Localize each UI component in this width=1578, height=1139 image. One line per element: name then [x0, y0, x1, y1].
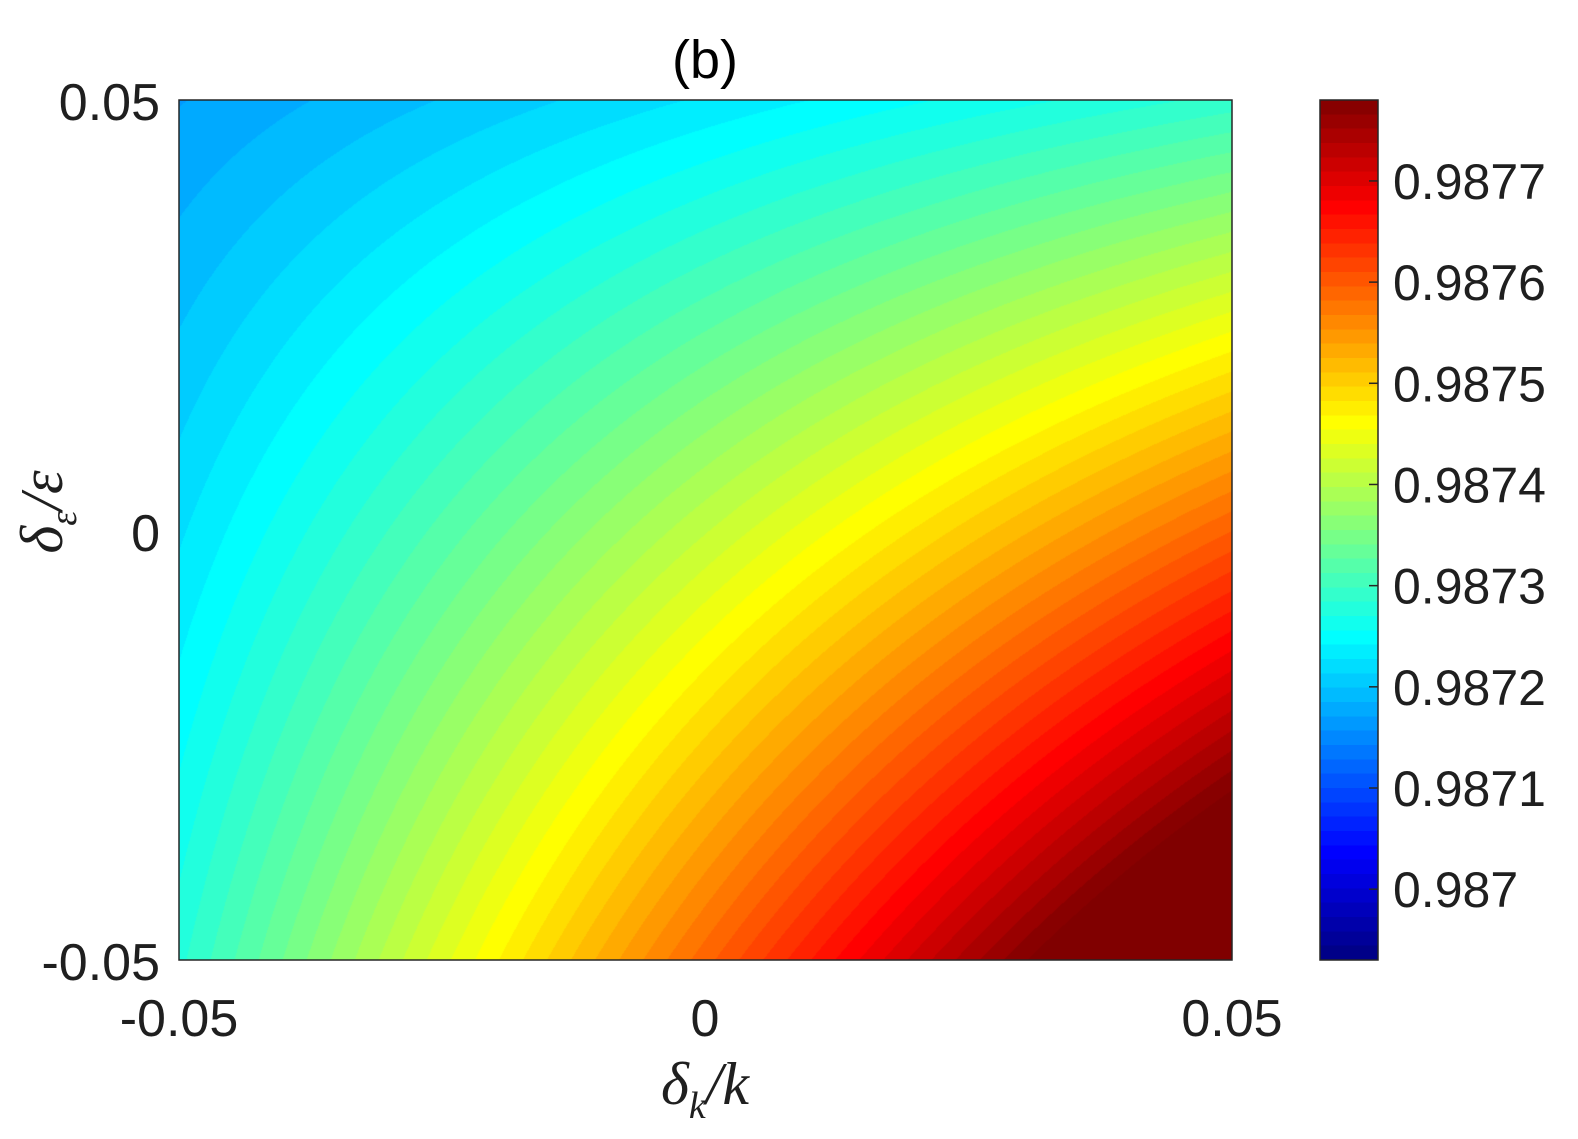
colorbar-ticks: 0.9877 0.9876 0.9875 0.9874 0.9873 0.9872 0.98… [1369, 154, 1546, 918]
x-tick-labels: -0.05 0 0.05 [120, 990, 1283, 1048]
colorbar-tick-label: 0.9873 [1393, 559, 1546, 615]
y-tick-label: 0 [131, 505, 160, 563]
colorbar-tick-label: 0.9875 [1393, 356, 1546, 412]
heatmap-canvas [179, 100, 1232, 960]
y-axis-label: δε/ε [9, 470, 85, 554]
y-tick-labels: 0.05 0 -0.05 [41, 74, 160, 992]
x-tick-label: -0.05 [120, 990, 239, 1048]
x-tick-label: 0.05 [1181, 990, 1282, 1048]
plot-frame [178, 99, 1233, 961]
y-tick-label: -0.05 [41, 934, 160, 992]
colorbar-tick-label: 0.9871 [1393, 761, 1546, 817]
colorbar-tick-label: 0.9877 [1393, 154, 1546, 210]
colorbar-tick-label: 0.987 [1393, 862, 1518, 918]
x-axis-label: δk/k [661, 1051, 750, 1127]
colorbar: 0.9877 0.9876 0.9875 0.9874 0.9873 0.9872 0.98… [1319, 99, 1546, 961]
colorbar-gradient [1320, 100, 1378, 960]
y-tick-label: 0.05 [59, 74, 160, 132]
colorbar-tick-label: 0.9876 [1393, 255, 1546, 311]
plot-area [178, 99, 1233, 961]
colorbar-tick-label: 0.9874 [1393, 457, 1546, 513]
chart-title: (b) [672, 30, 738, 90]
colorbar-frame [1319, 99, 1379, 961]
x-tick-label: 0 [691, 990, 720, 1048]
colorbar-tick-label: 0.9872 [1393, 660, 1546, 716]
